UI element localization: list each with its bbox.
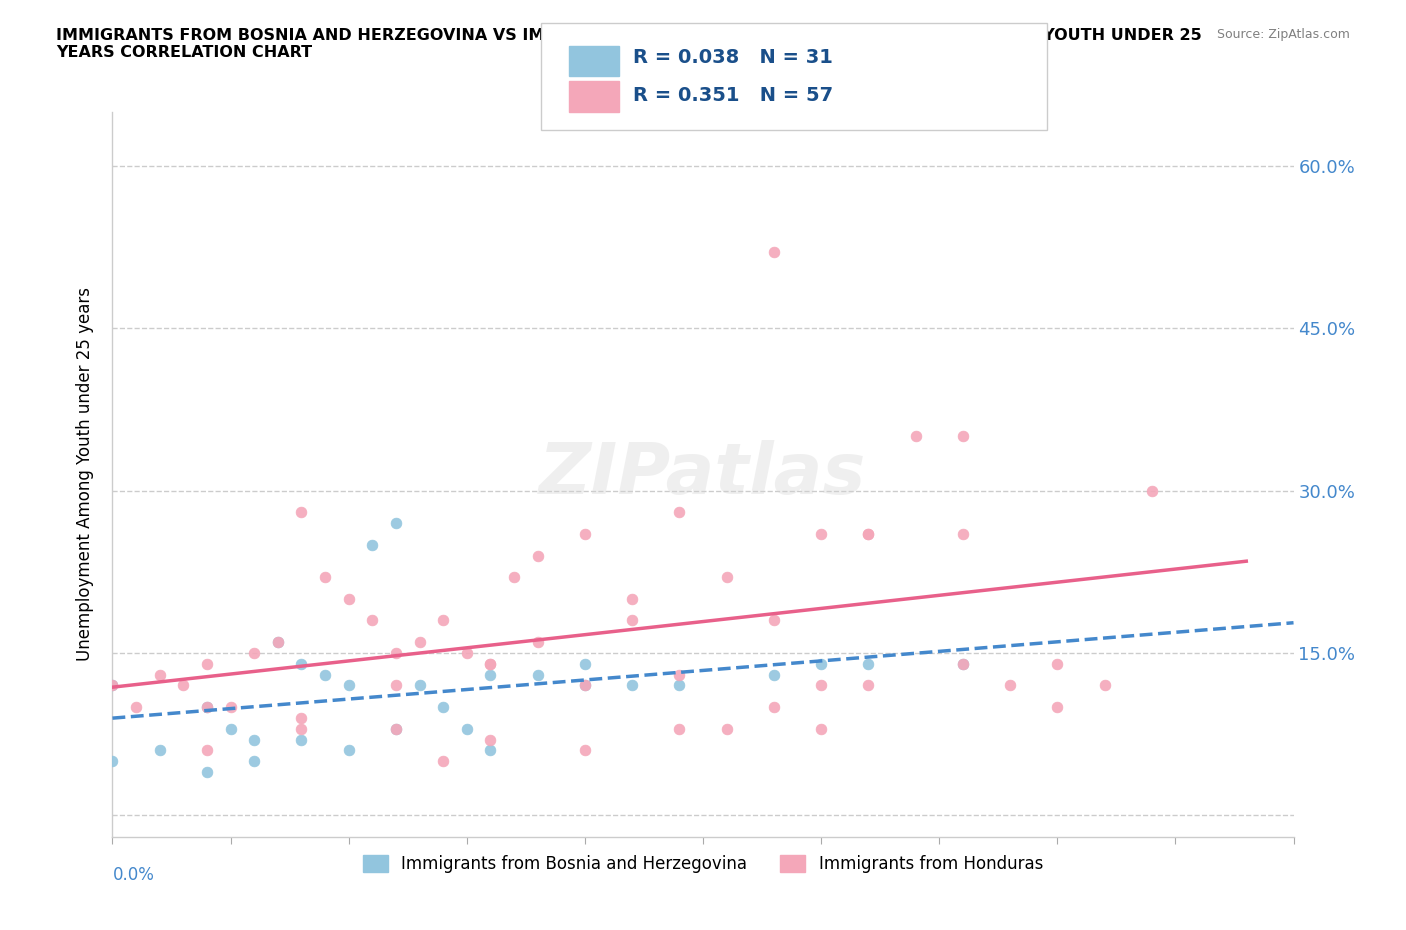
- Point: [668, 505, 690, 520]
- Point: [337, 743, 360, 758]
- Y-axis label: Unemployment Among Youth under 25 years: Unemployment Among Youth under 25 years: [76, 287, 94, 661]
- Point: [456, 645, 478, 660]
- Point: [810, 657, 832, 671]
- Point: [762, 667, 785, 682]
- Point: [267, 634, 290, 649]
- Point: [952, 526, 974, 541]
- Point: [668, 722, 690, 737]
- Point: [762, 699, 785, 714]
- Point: [810, 678, 832, 693]
- Point: [195, 657, 218, 671]
- Point: [290, 657, 312, 671]
- Point: [385, 722, 408, 737]
- Point: [621, 591, 644, 606]
- Point: [432, 613, 454, 628]
- Point: [621, 678, 644, 693]
- Point: [456, 722, 478, 737]
- Text: R = 0.038   N = 31: R = 0.038 N = 31: [633, 48, 832, 67]
- Point: [762, 613, 785, 628]
- Point: [668, 667, 690, 682]
- Point: [574, 678, 596, 693]
- Point: [195, 699, 218, 714]
- Point: [574, 526, 596, 541]
- Point: [479, 743, 502, 758]
- Point: [479, 657, 502, 671]
- Point: [219, 699, 242, 714]
- Point: [385, 645, 408, 660]
- Text: R = 0.351   N = 57: R = 0.351 N = 57: [633, 86, 832, 105]
- Point: [1046, 657, 1069, 671]
- Point: [337, 678, 360, 693]
- Point: [314, 570, 336, 585]
- Text: Source: ZipAtlas.com: Source: ZipAtlas.com: [1216, 28, 1350, 41]
- Point: [195, 699, 218, 714]
- Point: [195, 743, 218, 758]
- Point: [858, 526, 880, 541]
- Point: [243, 754, 266, 769]
- Point: [526, 667, 548, 682]
- Point: [574, 743, 596, 758]
- Point: [716, 722, 738, 737]
- Point: [479, 732, 502, 747]
- Point: [858, 657, 880, 671]
- Point: [337, 591, 360, 606]
- Legend: Immigrants from Bosnia and Herzegovina, Immigrants from Honduras: Immigrants from Bosnia and Herzegovina, …: [356, 848, 1050, 880]
- Point: [762, 245, 785, 259]
- Point: [290, 722, 312, 737]
- Point: [574, 678, 596, 693]
- Point: [172, 678, 194, 693]
- Point: [290, 505, 312, 520]
- Point: [479, 667, 502, 682]
- Point: [810, 526, 832, 541]
- Point: [1094, 678, 1116, 693]
- Point: [314, 667, 336, 682]
- Point: [267, 634, 290, 649]
- Point: [385, 515, 408, 530]
- Point: [101, 754, 124, 769]
- Point: [195, 764, 218, 779]
- Point: [952, 657, 974, 671]
- Point: [432, 699, 454, 714]
- Point: [219, 722, 242, 737]
- Point: [526, 548, 548, 563]
- Point: [810, 722, 832, 737]
- Point: [149, 743, 172, 758]
- Point: [1046, 699, 1069, 714]
- Point: [526, 634, 548, 649]
- Point: [904, 429, 927, 444]
- Text: IMMIGRANTS FROM BOSNIA AND HERZEGOVINA VS IMMIGRANTS FROM HONDURAS UNEMPLOYMENT : IMMIGRANTS FROM BOSNIA AND HERZEGOVINA V…: [56, 28, 1202, 60]
- Point: [149, 667, 172, 682]
- Point: [479, 657, 502, 671]
- Point: [716, 570, 738, 585]
- Point: [290, 732, 312, 747]
- Text: 0.0%: 0.0%: [112, 866, 155, 884]
- Point: [243, 645, 266, 660]
- Point: [361, 538, 384, 552]
- Point: [621, 613, 644, 628]
- Point: [432, 754, 454, 769]
- Point: [503, 570, 526, 585]
- Point: [361, 613, 384, 628]
- Point: [858, 678, 880, 693]
- Point: [1140, 483, 1163, 498]
- Point: [385, 722, 408, 737]
- Point: [952, 657, 974, 671]
- Text: ZIPatlas: ZIPatlas: [540, 440, 866, 509]
- Point: [385, 678, 408, 693]
- Point: [290, 711, 312, 725]
- Point: [668, 678, 690, 693]
- Point: [243, 732, 266, 747]
- Point: [125, 699, 148, 714]
- Point: [101, 678, 124, 693]
- Point: [101, 678, 124, 693]
- Point: [952, 429, 974, 444]
- Point: [408, 634, 430, 649]
- Point: [998, 678, 1021, 693]
- Point: [408, 678, 430, 693]
- Point: [858, 526, 880, 541]
- Point: [574, 657, 596, 671]
